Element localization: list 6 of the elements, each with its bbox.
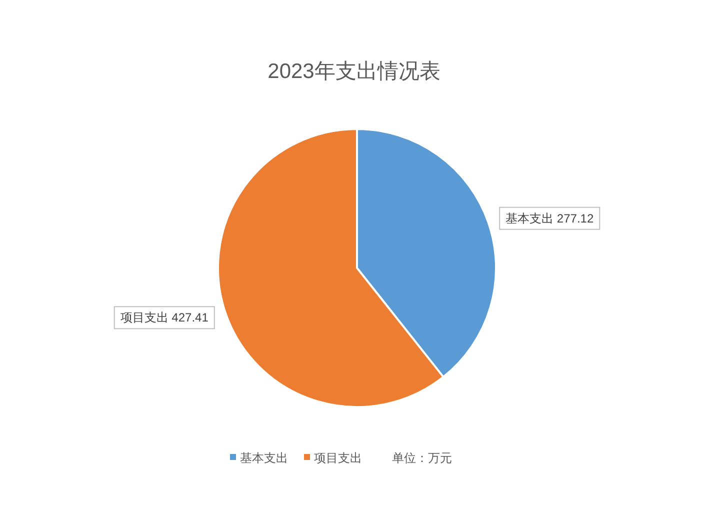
title: 2023年支出情况表 <box>268 60 440 83</box>
data-label: 项目支出 427.41 <box>120 310 209 325</box>
legend-label: 项目支出 <box>314 451 362 465</box>
annotation: 单位：万元 <box>392 451 452 465</box>
data-label: 基本支出 277.12 <box>506 211 594 226</box>
legend-label: 基本支出 <box>240 451 288 465</box>
